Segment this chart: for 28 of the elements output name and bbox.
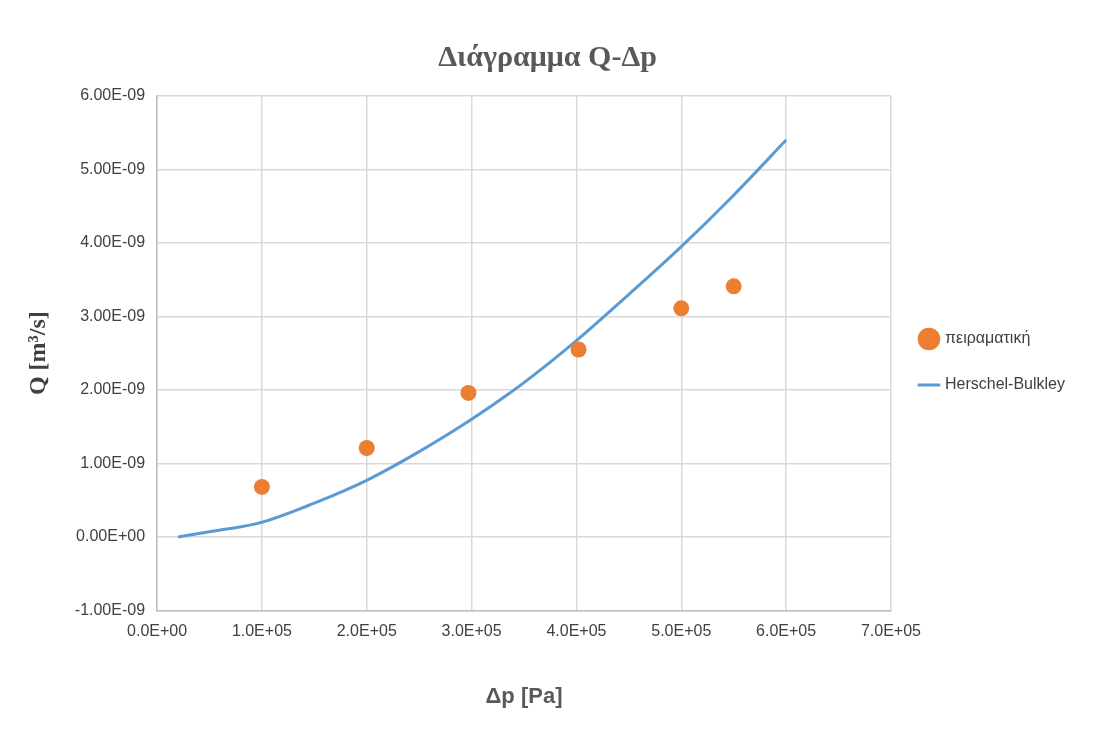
y-tick-label: -1.00E-09 [74,600,146,618]
y-axis-title: Q [m³/s] [23,311,50,396]
x-tick-label: 3.0E+05 [441,622,502,640]
point [253,478,270,495]
point [570,341,587,358]
x-tick-label: 2.0E+05 [336,622,397,640]
x-tick-label: 1.0E+05 [231,622,293,640]
x-axis-title: Δp [Pa] [485,682,563,708]
point [358,440,375,456]
point [673,300,690,317]
y-tick-label: 4.00E-09 [80,233,146,251]
x-tick-label: 0.0E+00 [127,622,188,640]
line-series [176,138,788,539]
point [460,384,477,401]
point [725,278,742,295]
x-tick-label: 6.0E+05 [756,622,817,640]
legend-label: Herschel-Bulkley [944,375,1066,393]
x-tick-label: 5.0E+05 [651,622,712,640]
legend-label: πειραματική [944,329,1031,347]
x-tick-label: 7.0E+05 [860,622,922,640]
x-tick-label: 4.0E+05 [546,622,607,640]
y-tick-label: 2.00E-09 [80,380,146,398]
y-tick-label: 1.00E-09 [80,453,146,471]
y-tick-label: 6.00E-09 [80,86,146,104]
y-tick-label: 0.00E+00 [76,527,146,545]
y-tick-label: 5.00E-09 [80,159,146,177]
y-tick-label: 3.00E-09 [80,306,146,324]
chart-title: Διάγραμμα Q-Δp [438,38,657,72]
